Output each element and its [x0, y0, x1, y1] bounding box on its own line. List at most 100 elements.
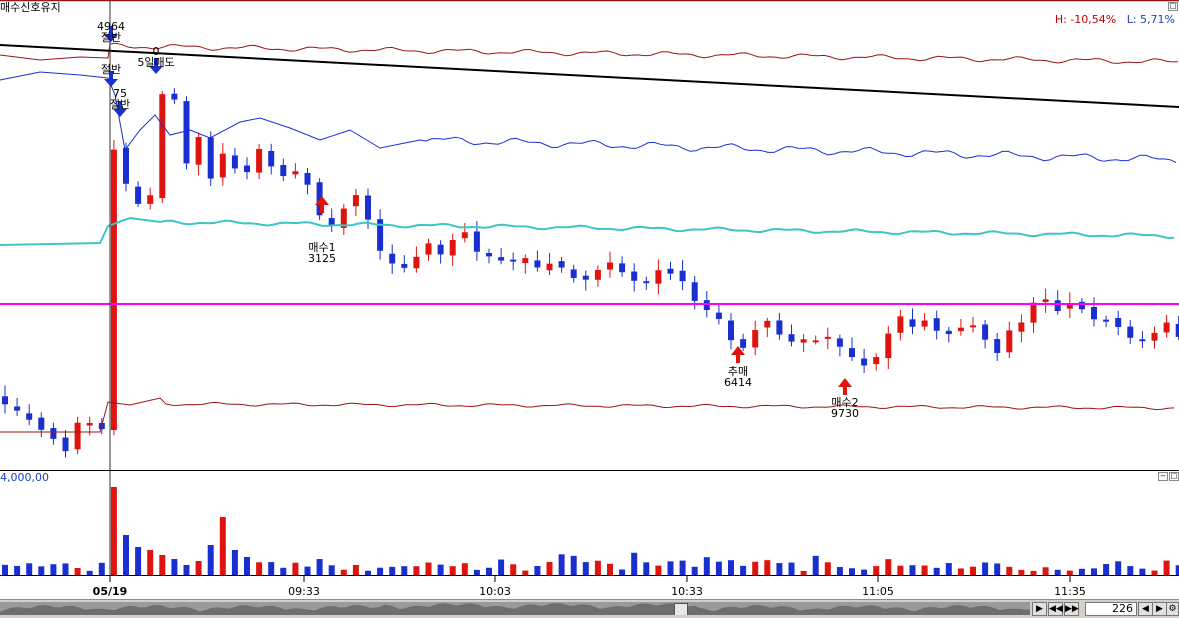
sell-arrow-icon [104, 26, 118, 42]
indicator-title: 매수신호유지 [0, 1, 61, 14]
navigator-overview [0, 603, 1030, 615]
candle-body [728, 320, 734, 341]
candle [849, 337, 855, 361]
volume-bar [1030, 570, 1037, 575]
annotation-line: 4964 [97, 20, 125, 33]
volume-panel-minimize-icon[interactable]: − [1158, 472, 1168, 481]
candle-body [607, 262, 613, 270]
volume-bar [836, 567, 843, 575]
volume-bar [135, 547, 142, 575]
annotation-line: 절반 [100, 63, 122, 76]
candle [667, 261, 674, 281]
candle-body [824, 336, 831, 339]
volume-bar [437, 564, 444, 575]
candle [256, 143, 263, 179]
candle-body [473, 231, 480, 252]
candle-body [38, 417, 45, 430]
volume-bar [1078, 568, 1085, 575]
candle-body [534, 260, 541, 268]
volume-bar [582, 562, 589, 575]
buy-arrow-icon [731, 346, 745, 363]
candle-body [231, 155, 238, 169]
candle-body [667, 268, 674, 274]
candle [413, 246, 420, 273]
candle [147, 187, 154, 210]
candle [558, 256, 565, 273]
candle [449, 233, 456, 266]
volume-bar [619, 569, 626, 575]
candle [1127, 320, 1134, 344]
price-candles [2, 88, 1179, 458]
volume-bar [86, 570, 93, 575]
candle-body [135, 186, 142, 204]
annotation-line: 절반 [100, 31, 122, 44]
candle [607, 251, 613, 278]
high-label: H: -10,54% [1054, 13, 1117, 26]
candle [50, 422, 57, 445]
candle-body [897, 316, 904, 333]
candle-body [1078, 301, 1085, 310]
volume-bar [50, 564, 57, 575]
nav-settings-icon[interactable]: ⚙ [1166, 602, 1179, 616]
candle [207, 131, 214, 186]
x-tick-label: 10:03 [479, 585, 511, 598]
candle [1066, 292, 1073, 319]
volume-bar [728, 560, 734, 575]
candle [171, 88, 178, 104]
candle [776, 312, 783, 340]
candle-body [970, 325, 976, 328]
volume-bar [812, 555, 819, 575]
navigator-thumb[interactable] [674, 603, 688, 615]
candle-body [437, 244, 444, 255]
candle-body [764, 320, 771, 328]
candle-body [316, 182, 323, 216]
candle-body [486, 252, 492, 257]
mid-band-line [0, 71, 1177, 163]
visible-count-field[interactable]: 226 [1085, 602, 1137, 616]
volume-panel-maximize-icon[interactable]: □ [1169, 472, 1179, 481]
nav-fast-back-icon[interactable]: ◀◀ [1048, 602, 1063, 616]
nav-left-icon[interactable]: ◀ [1138, 602, 1153, 616]
volume-bar [764, 560, 771, 575]
nav-fast-forward-icon[interactable]: ▶▶ [1064, 602, 1079, 616]
navigator-track[interactable] [0, 602, 1030, 615]
candle [1139, 331, 1146, 348]
candle [1054, 290, 1061, 315]
candle-body [1042, 299, 1049, 303]
nav-right-icon[interactable]: ▶ [1152, 602, 1167, 616]
volume-bar [776, 563, 783, 575]
volume-bar [824, 562, 831, 575]
price-panel-maximize-icon[interactable]: □ [1168, 2, 1178, 11]
candle-body [123, 147, 129, 184]
candle [1115, 310, 1122, 336]
candle-body [1103, 319, 1110, 322]
candle [219, 143, 226, 186]
volume-bar [752, 561, 759, 575]
candle-body [340, 208, 347, 229]
candle [401, 255, 408, 273]
volume-bar [425, 562, 432, 575]
volume-bar [473, 569, 480, 575]
candle [957, 318, 964, 336]
candle-body [885, 333, 892, 359]
annotation-chase-buy: 추매 6414 [724, 366, 752, 388]
candle [389, 244, 396, 274]
volume-bar [328, 565, 335, 575]
candle-body [861, 358, 868, 366]
volume-bar [1006, 566, 1013, 575]
price-panel-bg [0, 0, 1179, 470]
candle-body [788, 334, 795, 342]
candle [292, 163, 299, 179]
annotation-sell-half-3: 75 절반 [110, 88, 130, 110]
volume-bar [280, 567, 287, 575]
candle-body [461, 232, 468, 239]
volume-bar [1127, 566, 1134, 575]
candle-body [1018, 322, 1025, 332]
candle [1151, 326, 1158, 349]
volume-bar [486, 567, 492, 575]
candle [715, 303, 722, 325]
volume-bar [498, 559, 505, 575]
candle [619, 256, 626, 277]
nav-next-icon[interactable]: ▶ [1032, 602, 1047, 616]
volume-bar [14, 565, 21, 575]
